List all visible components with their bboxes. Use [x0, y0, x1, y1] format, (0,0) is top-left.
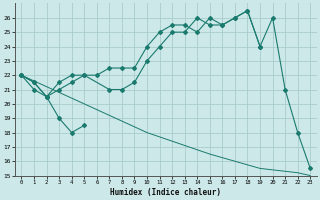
X-axis label: Humidex (Indice chaleur): Humidex (Indice chaleur)	[110, 188, 221, 197]
